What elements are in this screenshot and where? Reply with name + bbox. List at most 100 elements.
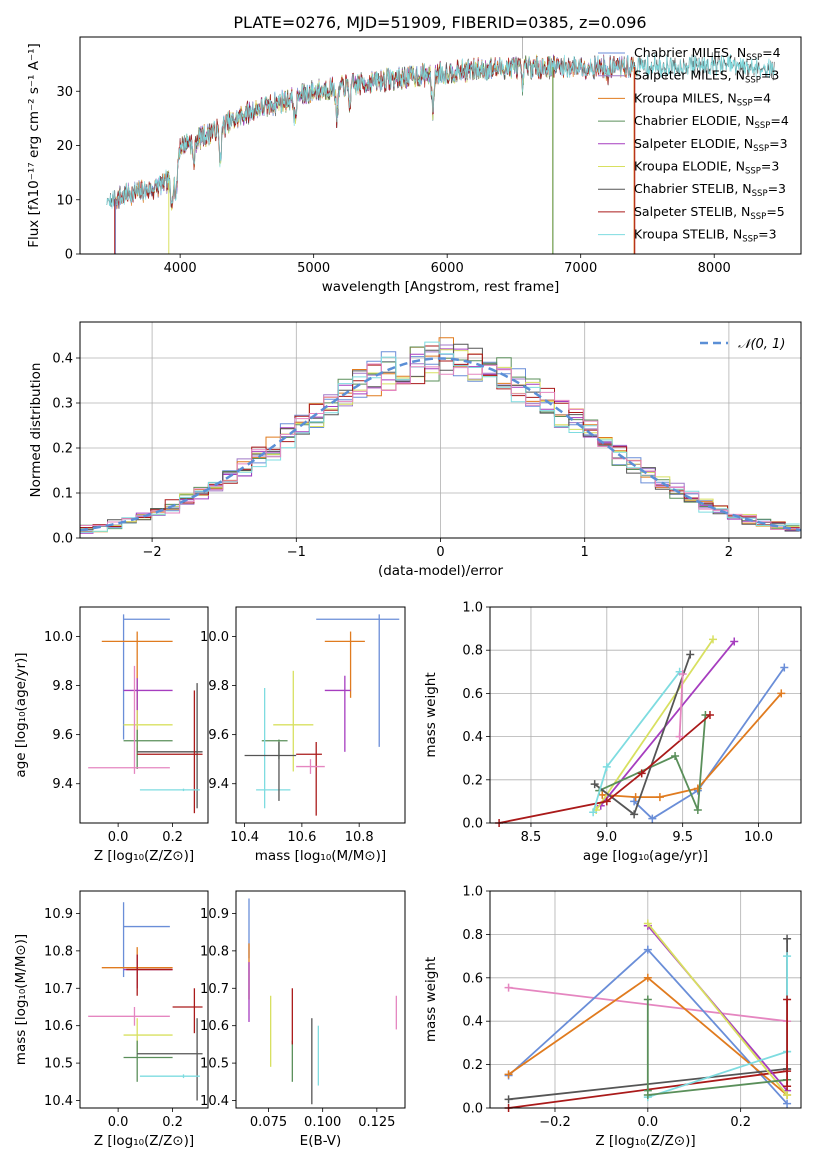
y-tick-label: 0.4 xyxy=(462,1015,483,1030)
weight-point-marker xyxy=(643,973,652,982)
weight-point-marker xyxy=(504,1095,513,1104)
y-tick-label: 10.5 xyxy=(200,1057,229,1072)
legend-label-text: Salpeter MILES, N xyxy=(634,68,745,83)
y-tick-label: 10.9 xyxy=(44,907,73,922)
weight-point-marker xyxy=(783,1082,792,1091)
x-axis-label: Z [log₁₀(Z/Z⊙)] xyxy=(94,1133,194,1149)
weight-point-marker xyxy=(780,663,789,672)
legend-label-tail: =3 xyxy=(769,136,787,151)
axes-frame xyxy=(235,606,406,824)
weight-point-marker xyxy=(783,934,792,943)
y-tick-label: 10.7 xyxy=(200,982,229,997)
weight-point-marker xyxy=(643,995,652,1004)
x-tick-label: 10.0 xyxy=(744,830,773,845)
x-tick-label: 4000 xyxy=(164,261,197,276)
legend-label-tail: =4 xyxy=(753,90,771,105)
spectrum-panel: 4000 5000 6000 7000 8000 0 10 20 30 wavelength [A… xyxy=(26,36,802,295)
weight-point-marker xyxy=(686,650,695,659)
legend-label-sub: SSP xyxy=(754,121,770,131)
gaussian-curve xyxy=(80,357,801,532)
errorbar-points xyxy=(88,614,203,814)
y-axis-label: mass [log₁₀(M/M⊙)] xyxy=(13,934,29,1065)
y-tick-label: 0.4 xyxy=(52,352,73,367)
age_vs_mass-panel: 10.4 10.6 10.8 9.4 9.6 9.8 10.0 mass [log₁₀(M/M… xyxy=(200,606,406,864)
mass_vs_Z-panel: 0.0 0.2 10.4 10.5 10.6 10.7 10.8 10.9 Z [log₁₀(Z… xyxy=(13,890,209,1149)
errorbar-points xyxy=(244,614,400,816)
x-tick-label: 0.2 xyxy=(162,830,183,845)
legend-label-tail: =3 xyxy=(768,181,786,196)
y-tick-label: 1.0 xyxy=(462,601,483,616)
axes-frame xyxy=(489,890,802,1109)
x-tick-label: 8.5 xyxy=(521,830,542,845)
weight-point-marker xyxy=(783,952,792,961)
axes-frame xyxy=(79,606,209,824)
x-tick-label: 1 xyxy=(581,545,589,560)
x-tick-label: 5000 xyxy=(297,261,330,276)
weight-point-marker xyxy=(637,769,646,778)
x-axis-label: (data-model)/error xyxy=(378,563,504,579)
legend-label: Salpeter MILES, NSSP=3 xyxy=(634,68,779,86)
y-tick-label: 9.8 xyxy=(208,679,229,694)
weight-point-marker xyxy=(693,784,702,793)
x-tick-label: 6000 xyxy=(431,261,464,276)
x-axis-label: Z [log₁₀(Z/Z⊙)] xyxy=(94,848,194,864)
legend-label-tail: =3 xyxy=(758,227,776,242)
y-tick-label: 10 xyxy=(56,193,73,208)
x-tick-label: 7000 xyxy=(564,261,597,276)
weight-point-marker xyxy=(675,732,684,741)
legend-label-tail: =3 xyxy=(761,159,779,174)
y-tick-label: 9.4 xyxy=(208,777,229,792)
y-tick-label: 20 xyxy=(56,139,73,154)
weight-point-marker xyxy=(598,790,607,799)
y-tick-label: 10.9 xyxy=(200,907,229,922)
y-tick-label: 0.3 xyxy=(52,397,73,412)
x-tick-label: 0.100 xyxy=(304,1115,341,1130)
y-tick-label: 0.8 xyxy=(462,928,483,943)
x-axis-label: age [log₁₀(age/yr)] xyxy=(583,848,708,864)
y-tick-label: 0.2 xyxy=(52,442,73,457)
legend-label-text: 𝒩(0, 1) xyxy=(738,337,785,352)
y-tick-label: 0.4 xyxy=(462,730,483,745)
legend-label-tail: =5 xyxy=(766,204,784,219)
legend-label: Chabrier ELODIE, NSSP=4 xyxy=(634,113,789,131)
weight-point-marker xyxy=(504,983,513,992)
weight-point-marker xyxy=(643,1086,652,1095)
y-axis-label: Normed distribution xyxy=(28,363,44,498)
weight-point-marker xyxy=(783,995,792,1004)
legend-label-text: Salpeter STELIB, N xyxy=(634,204,750,219)
weight-lines xyxy=(495,635,789,827)
legend-label-tail: =3 xyxy=(761,68,779,83)
weight-series-line xyxy=(647,1050,788,1099)
y-tick-label: 10.8 xyxy=(44,944,73,959)
legend-label-sub: SSP xyxy=(742,235,758,245)
x-axis-label: wavelength [Angstrom, rest frame] xyxy=(322,279,560,295)
axes-frame xyxy=(79,890,209,1109)
x-axis-label: Z [log₁₀(Z/Z⊙)] xyxy=(595,1133,695,1149)
x-tick-label: 10.4 xyxy=(230,830,259,845)
y-tick-label: 9.6 xyxy=(208,728,229,743)
axes-frame xyxy=(79,321,802,539)
legend-label-text: Kroupa STELIB, N xyxy=(634,227,742,242)
y-tick-label: 0.8 xyxy=(462,644,483,659)
axes-frame xyxy=(489,606,802,824)
x-axis-label: mass [log₁₀(M/M⊙)] xyxy=(255,848,386,864)
legend-label-sub: SSP xyxy=(752,189,768,199)
legend-label-sub: SSP xyxy=(750,212,766,222)
weight-point-marker xyxy=(648,814,657,823)
errorbar-points xyxy=(88,902,203,1101)
legend-label-text: Kroupa ELODIE, N xyxy=(634,159,745,174)
x-tick-label: 9.0 xyxy=(596,830,617,845)
x-tick-label: 2 xyxy=(725,545,733,560)
x-tick-label: 0.075 xyxy=(250,1115,287,1130)
weight-point-marker xyxy=(589,808,598,817)
legend-label-text: Chabrier ELODIE, N xyxy=(634,113,754,128)
y-tick-label: 10.6 xyxy=(44,1019,73,1034)
y-tick-label: 0.6 xyxy=(462,971,483,986)
weight-series-line xyxy=(600,641,735,807)
y-axis-label: age [log₁₀(age/yr)] xyxy=(13,652,29,777)
legend-label: Chabrier STELIB, NSSP=3 xyxy=(634,181,786,199)
legend-label: Salpeter STELIB, NSSP=5 xyxy=(634,204,785,222)
weight-series-line xyxy=(598,714,707,811)
x-tick-label: 0.2 xyxy=(730,1115,751,1130)
